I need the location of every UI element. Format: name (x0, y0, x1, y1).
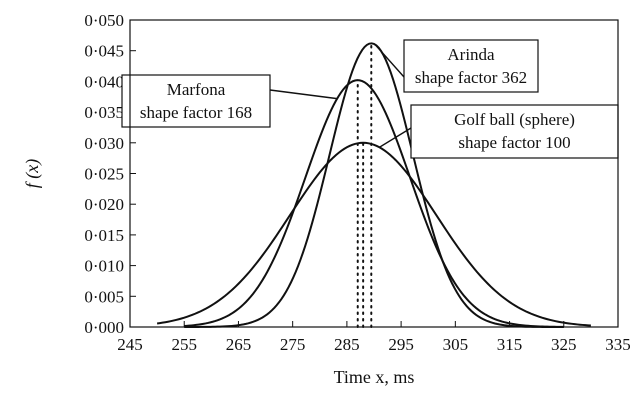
series-callouts: Arinda shape factor 362 Marfona shape facto… (121, 39, 619, 159)
callout-label: shape factor 362 (415, 68, 527, 87)
callout-label: shape factor 100 (458, 133, 570, 152)
callout-label: Marfona (167, 80, 226, 99)
callout-label: shape factor 168 (140, 103, 252, 122)
curve-golf-ball (156, 141, 591, 327)
callout-leader-line (379, 127, 412, 148)
x-tick-label: 255 (171, 335, 197, 354)
plot-frame (129, 19, 619, 328)
x-axis-ticks: 245 255 265 275 285 295 305 315 325 335 (117, 321, 630, 354)
x-tick-label: 275 (280, 335, 306, 354)
y-tick-label: 0·035 (84, 103, 124, 122)
y-tick-label: 0·030 (84, 134, 124, 153)
callout-golf-ball: Golf ball (sphere) shape factor 100 (379, 104, 619, 159)
y-tick-label: 0·005 (84, 287, 124, 306)
curve-marfona (184, 79, 564, 328)
x-tick-label: 295 (388, 335, 414, 354)
x-tick-label: 285 (334, 335, 360, 354)
callout-marfona: Marfona shape factor 168 (121, 74, 338, 128)
y-axis-ticks: 0·000 0·005 0·010 0·015 0·020 0·025 0·030 0·035… (84, 11, 136, 337)
y-tick-label: 0·025 (84, 165, 124, 184)
x-tick-label: 315 (497, 335, 523, 354)
callout-leader-line (269, 89, 338, 100)
callout-box (403, 39, 539, 93)
callout-label: Arinda (447, 45, 495, 64)
y-axis-title: f (x) (22, 159, 43, 188)
y-tick-label: 0·010 (84, 257, 124, 276)
y-tick-label: 0·020 (84, 195, 124, 214)
callout-leader-line (374, 44, 405, 78)
curve-arinda (184, 42, 564, 328)
mean-marker-lines (356, 42, 373, 328)
callout-box (121, 74, 271, 128)
x-tick-label: 325 (551, 335, 577, 354)
y-tick-label: 0·050 (84, 11, 124, 30)
callout-label: Golf ball (sphere) (454, 110, 575, 129)
density-curves (156, 42, 591, 328)
x-tick-label: 245 (117, 335, 143, 354)
callout-arinda: Arinda shape factor 362 (374, 39, 539, 93)
y-tick-label: 0·040 (84, 72, 124, 91)
x-axis-title: Time x, ms (334, 367, 415, 387)
y-tick-label: 0·015 (84, 226, 124, 245)
x-tick-label: 335 (605, 335, 630, 354)
x-tick-label: 305 (443, 335, 469, 354)
y-tick-label: 0·045 (84, 42, 124, 61)
x-tick-label: 265 (226, 335, 252, 354)
y-tick-label: 0·000 (84, 318, 124, 337)
